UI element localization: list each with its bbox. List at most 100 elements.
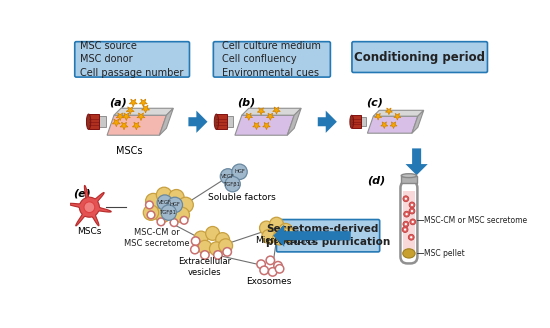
Circle shape — [157, 218, 165, 226]
Circle shape — [410, 219, 416, 225]
Circle shape — [405, 213, 408, 215]
FancyBboxPatch shape — [75, 42, 189, 77]
Text: MSCs: MSCs — [116, 146, 142, 156]
Circle shape — [411, 221, 414, 223]
Polygon shape — [137, 113, 145, 121]
Circle shape — [219, 239, 233, 253]
Circle shape — [402, 227, 408, 233]
Polygon shape — [390, 122, 397, 129]
Polygon shape — [373, 110, 424, 116]
Polygon shape — [107, 115, 166, 135]
Circle shape — [276, 265, 284, 273]
Polygon shape — [122, 113, 130, 121]
Circle shape — [408, 234, 414, 240]
Ellipse shape — [86, 114, 91, 130]
Circle shape — [191, 237, 200, 245]
Bar — [403, 191, 415, 253]
Circle shape — [198, 240, 212, 254]
Polygon shape — [116, 113, 124, 121]
Text: Secretome-derived
products purification: Secretome-derived products purification — [266, 224, 390, 247]
Text: VEGF: VEGF — [221, 174, 235, 179]
Circle shape — [174, 207, 189, 223]
Circle shape — [210, 242, 223, 256]
Circle shape — [409, 208, 415, 214]
Circle shape — [147, 211, 155, 219]
Text: TGFβ1: TGFβ1 — [224, 182, 241, 187]
Polygon shape — [160, 108, 173, 135]
FancyBboxPatch shape — [277, 219, 379, 252]
Text: Microvesicles: Microvesicles — [255, 236, 316, 245]
Text: MSC pellet: MSC pellet — [424, 249, 464, 258]
Circle shape — [223, 248, 232, 256]
Circle shape — [257, 260, 265, 268]
Circle shape — [232, 164, 248, 179]
Polygon shape — [375, 113, 382, 120]
Circle shape — [279, 223, 293, 237]
Circle shape — [266, 256, 274, 265]
FancyBboxPatch shape — [213, 42, 331, 77]
Polygon shape — [235, 115, 294, 135]
Text: MSC-CM or
MSC secretome: MSC-CM or MSC secretome — [124, 228, 190, 248]
Circle shape — [216, 233, 229, 246]
Circle shape — [146, 201, 153, 209]
Circle shape — [281, 228, 295, 242]
Bar — [89, 114, 100, 130]
Polygon shape — [242, 108, 301, 115]
Circle shape — [274, 261, 282, 270]
Text: TGFβ1: TGFβ1 — [160, 210, 177, 215]
Text: Cell culture medium
Cell confluency
Environmental cues: Cell culture medium Cell confluency Envi… — [222, 41, 321, 78]
Circle shape — [262, 230, 276, 243]
Bar — [351, 115, 361, 128]
Text: Conditioning period: Conditioning period — [354, 51, 485, 64]
Circle shape — [191, 245, 199, 254]
Bar — [227, 116, 233, 127]
Circle shape — [411, 204, 413, 206]
Circle shape — [201, 251, 209, 259]
Circle shape — [206, 226, 219, 240]
Circle shape — [180, 216, 188, 224]
Polygon shape — [129, 99, 138, 107]
Circle shape — [169, 190, 184, 205]
Bar — [361, 117, 366, 126]
Circle shape — [225, 176, 240, 192]
Text: (a): (a) — [109, 97, 127, 108]
Circle shape — [178, 197, 194, 213]
Text: MSCs: MSCs — [77, 227, 102, 236]
Polygon shape — [126, 107, 134, 114]
Text: (e): (e) — [73, 188, 91, 198]
Ellipse shape — [403, 249, 415, 258]
Text: (d): (d) — [367, 175, 386, 185]
Circle shape — [144, 205, 159, 220]
Circle shape — [273, 231, 287, 245]
Circle shape — [404, 228, 406, 231]
Polygon shape — [257, 108, 265, 115]
Circle shape — [404, 211, 410, 217]
Polygon shape — [139, 99, 147, 107]
Circle shape — [403, 196, 409, 202]
Polygon shape — [386, 108, 392, 115]
Circle shape — [260, 221, 273, 235]
Text: Soluble factors: Soluble factors — [208, 194, 276, 202]
FancyBboxPatch shape — [400, 181, 417, 263]
Circle shape — [411, 210, 413, 212]
Text: HGF: HGF — [234, 169, 245, 174]
Bar — [217, 114, 227, 130]
Ellipse shape — [214, 114, 218, 130]
Bar — [402, 176, 417, 183]
Circle shape — [405, 223, 407, 225]
Circle shape — [405, 197, 407, 200]
Text: Extracellular
vesicles: Extracellular vesicles — [178, 257, 232, 277]
Circle shape — [155, 207, 170, 223]
Circle shape — [170, 219, 178, 226]
Text: (b): (b) — [236, 97, 255, 108]
Circle shape — [409, 202, 415, 208]
Circle shape — [84, 202, 95, 213]
Circle shape — [167, 197, 183, 213]
Text: MSC-CM or MSC secretome: MSC-CM or MSC secretome — [424, 216, 527, 225]
Polygon shape — [133, 122, 140, 130]
Polygon shape — [68, 185, 111, 226]
Circle shape — [214, 251, 222, 259]
Circle shape — [194, 231, 208, 245]
Circle shape — [156, 187, 172, 203]
Circle shape — [268, 268, 277, 276]
